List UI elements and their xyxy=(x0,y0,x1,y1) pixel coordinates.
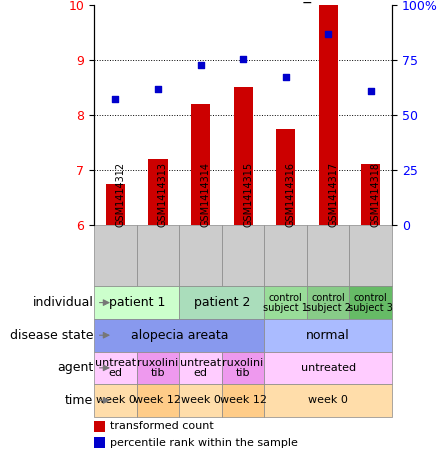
Point xyxy=(325,31,332,38)
Text: GSM1414316: GSM1414316 xyxy=(286,162,296,227)
Text: patient 1: patient 1 xyxy=(109,296,165,309)
Text: GSM1414312: GSM1414312 xyxy=(116,162,125,227)
Bar xyxy=(222,225,265,286)
Text: percentile rank within the sample: percentile rank within the sample xyxy=(110,438,297,448)
Bar xyxy=(361,164,380,225)
Text: untreat
ed: untreat ed xyxy=(180,358,221,378)
Bar xyxy=(137,352,179,384)
Bar xyxy=(179,352,222,384)
Text: ruxolini
tib: ruxolini tib xyxy=(138,358,179,378)
Point xyxy=(240,55,247,62)
Text: control
subject 1: control subject 1 xyxy=(263,293,308,313)
Text: transformed count: transformed count xyxy=(110,421,213,431)
Bar xyxy=(94,384,137,417)
Bar xyxy=(148,159,168,225)
Text: week 0: week 0 xyxy=(180,395,220,405)
Bar xyxy=(137,384,179,417)
Bar xyxy=(265,225,307,286)
Text: ruxolini
tib: ruxolini tib xyxy=(223,358,264,378)
Text: agent: agent xyxy=(57,361,93,374)
Text: week 12: week 12 xyxy=(134,395,181,405)
Text: time: time xyxy=(65,394,93,407)
Text: disease state: disease state xyxy=(10,329,93,342)
Bar xyxy=(94,319,265,352)
Bar xyxy=(179,286,265,319)
Text: GSM1414313: GSM1414313 xyxy=(158,162,168,227)
Bar xyxy=(179,225,222,286)
Bar xyxy=(222,384,265,417)
Text: GSM1414314: GSM1414314 xyxy=(201,162,211,227)
Bar xyxy=(350,225,392,286)
Text: GSM1414317: GSM1414317 xyxy=(328,162,338,227)
Bar xyxy=(265,286,307,319)
Text: GSM1414318: GSM1414318 xyxy=(371,162,381,227)
Bar xyxy=(307,286,350,319)
Text: normal: normal xyxy=(306,329,350,342)
Bar xyxy=(265,319,392,352)
Bar xyxy=(94,225,137,286)
Point xyxy=(282,74,289,81)
Text: GSM1414315: GSM1414315 xyxy=(243,162,253,227)
Bar xyxy=(137,225,179,286)
Bar xyxy=(350,286,392,319)
Point xyxy=(155,85,162,92)
Bar xyxy=(94,352,137,384)
Bar xyxy=(265,384,392,417)
Text: week 0: week 0 xyxy=(308,395,348,405)
Bar xyxy=(106,184,125,225)
Bar xyxy=(191,104,210,225)
Text: patient 2: patient 2 xyxy=(194,296,250,309)
Point xyxy=(112,96,119,103)
Point xyxy=(367,87,374,95)
Bar xyxy=(222,352,265,384)
Text: control
subject 2: control subject 2 xyxy=(306,293,351,313)
Text: week 12: week 12 xyxy=(219,395,267,405)
Text: control
subject 3: control subject 3 xyxy=(348,293,393,313)
Text: alopecia areata: alopecia areata xyxy=(131,329,228,342)
Bar xyxy=(318,5,338,225)
Text: untreated: untreated xyxy=(300,363,356,373)
Bar xyxy=(94,286,179,319)
Bar xyxy=(233,87,253,225)
Bar xyxy=(179,384,222,417)
Text: untreat
ed: untreat ed xyxy=(95,358,136,378)
Point xyxy=(197,62,204,69)
Bar xyxy=(94,437,105,448)
Text: week 0: week 0 xyxy=(95,395,135,405)
Title: GDS5275 / 242752_at: GDS5275 / 242752_at xyxy=(159,0,327,3)
Text: individual: individual xyxy=(32,296,93,309)
Bar xyxy=(276,129,295,225)
Bar xyxy=(265,352,392,384)
Bar xyxy=(94,421,105,432)
Bar xyxy=(307,225,350,286)
